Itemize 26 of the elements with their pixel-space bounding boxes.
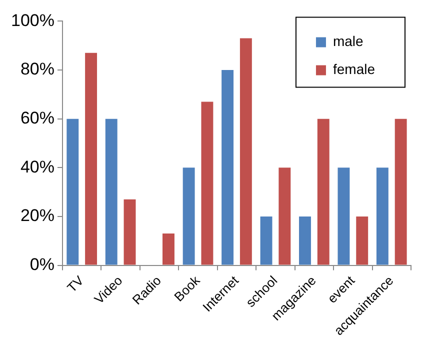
- y-tick-label: 40%: [20, 157, 54, 176]
- bar: [278, 168, 291, 265]
- bar: [299, 216, 311, 265]
- bar: [394, 118, 407, 265]
- bar: [356, 216, 368, 265]
- legend-label: male: [332, 33, 364, 50]
- y-tick-label: 100%: [10, 10, 54, 30]
- bar: [376, 168, 388, 265]
- bar: [85, 52, 98, 265]
- bar: [182, 168, 195, 265]
- y-tick-label: 20%: [20, 206, 54, 226]
- x-tick-label: TV: [64, 272, 87, 296]
- bar: [162, 234, 174, 265]
- bar: [222, 70, 234, 265]
- y-tick-label: 80%: [20, 60, 54, 79]
- bar: [317, 118, 330, 265]
- bar: [124, 199, 136, 265]
- bar: [66, 118, 79, 265]
- bar: [201, 102, 214, 265]
- bar: [240, 38, 252, 265]
- legend-label: female: [332, 61, 376, 78]
- bar: [338, 168, 350, 265]
- y-tick-label: 60%: [20, 108, 54, 128]
- y-tick-label: 0%: [30, 254, 54, 274]
- bar: [260, 216, 272, 265]
- bar: [105, 118, 118, 265]
